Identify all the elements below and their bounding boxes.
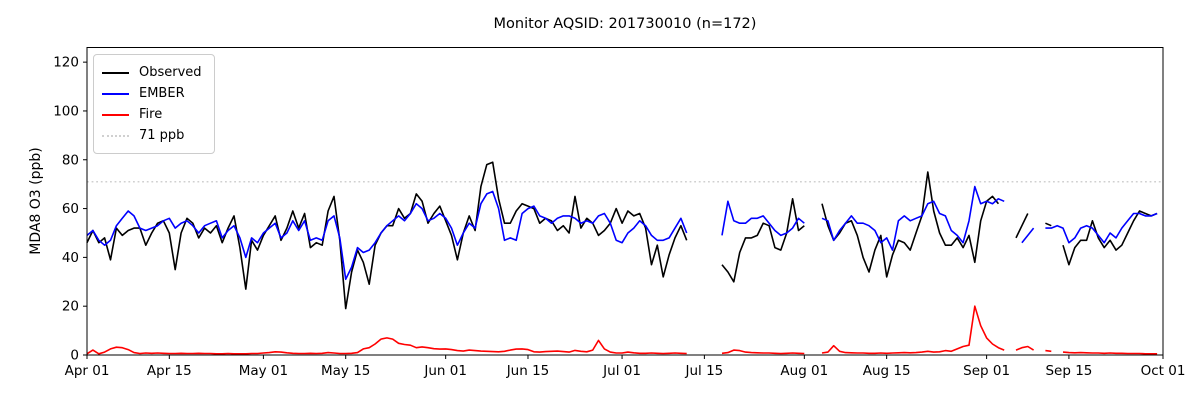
x-tick-label: May 15 — [321, 363, 370, 379]
legend-row: Fire — [102, 104, 202, 125]
legend-label: Fire — [139, 107, 163, 122]
x-tick-label: Jun 01 — [423, 363, 467, 379]
legend-row: EMBER — [102, 83, 202, 104]
legend-line-swatch — [102, 113, 129, 116]
y-tick-label: 0 — [70, 348, 79, 364]
y-tick-label: 40 — [62, 250, 79, 266]
x-tick-label: Oct 01 — [1141, 363, 1186, 379]
ember-line — [86, 185, 1158, 281]
legend-line-swatch — [102, 92, 129, 95]
y-axis-label: MDA8 O3 (ppb) — [28, 147, 44, 255]
observed-line — [86, 161, 1158, 310]
legend-line-swatch — [102, 134, 129, 137]
legend-label: Observed — [139, 65, 202, 80]
y-tick-label: 120 — [53, 55, 79, 71]
x-tick-label: Jul 01 — [602, 363, 641, 379]
chart-title: Monitor AQSID: 201730010 (n=172) — [493, 16, 757, 32]
x-tick-label: Aug 15 — [863, 363, 911, 379]
x-tick-label: Sep 15 — [1045, 363, 1092, 379]
x-tick-label: Jul 15 — [684, 363, 723, 379]
x-tick-label: Apr 01 — [65, 363, 110, 379]
legend-line-swatch — [102, 71, 129, 74]
legend-row: Observed — [102, 62, 202, 83]
legend-label: 71 ppb — [139, 128, 185, 143]
y-tick-label: 100 — [53, 103, 79, 119]
y-tick-label: 20 — [62, 299, 79, 315]
x-tick-label: May 01 — [239, 363, 288, 379]
x-tick-label: Sep 01 — [963, 363, 1010, 379]
y-tick-label: 60 — [62, 201, 79, 217]
legend-row: 71 ppb — [102, 125, 202, 146]
y-tick-label: 80 — [62, 152, 79, 168]
plot-frame — [86, 47, 1164, 356]
x-tick-label: Aug 01 — [780, 363, 828, 379]
legend-label: EMBER — [139, 86, 185, 101]
x-tick-label: Jun 15 — [506, 363, 550, 379]
fire-line — [86, 305, 1158, 355]
x-tick-label: Apr 15 — [147, 363, 192, 379]
legend: Observed EMBER Fire 71 ppb — [93, 54, 215, 154]
